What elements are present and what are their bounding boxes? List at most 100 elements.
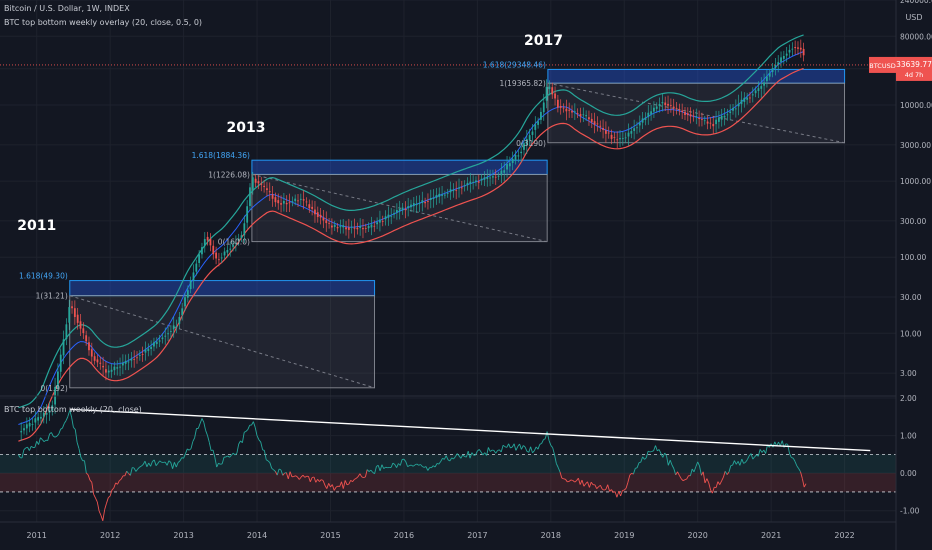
price-candle-body	[404, 209, 407, 211]
price-candle-body	[737, 103, 740, 107]
indicator-line-segment	[486, 447, 489, 456]
price-candle-body	[616, 139, 619, 141]
price-tick-label: 80000.00	[900, 32, 932, 41]
indicator-line-segment	[480, 451, 484, 456]
symbol-badge-text: BTCUSD	[869, 62, 895, 70]
price-candle-body	[669, 105, 672, 107]
price-candle-body	[715, 119, 717, 125]
price-candle-body	[681, 110, 684, 113]
indicator-line-segment	[601, 488, 605, 491]
indicator-line-segment	[416, 463, 419, 466]
price-candle-body	[393, 213, 395, 215]
indicator-line-segment	[225, 455, 228, 458]
price-candle-body	[379, 219, 381, 223]
indicator-line-segment	[43, 439, 47, 443]
indicator-line-segment	[616, 491, 620, 498]
price-candle-body	[381, 220, 384, 222]
indicator-line-segment	[256, 435, 260, 440]
indicator-line-segment	[80, 456, 84, 461]
indicator-line-segment	[148, 462, 151, 467]
symbol-title[interactable]: Bitcoin / U.S. Dollar, 1W, INDEX	[4, 4, 130, 13]
indicator-line-segment	[262, 449, 265, 451]
price-candle-body	[93, 356, 96, 361]
price-candle-body	[418, 203, 421, 205]
indicator-line-segment	[504, 446, 507, 448]
price-candle-body	[215, 252, 217, 259]
price-candle-body	[503, 170, 506, 173]
indicator-line-segment	[579, 479, 583, 485]
price-candle-body	[588, 117, 590, 120]
indicator-line-segment	[552, 447, 555, 455]
price-candle-body	[480, 178, 483, 181]
price-candle-body	[226, 249, 229, 253]
price-candle-body	[328, 222, 330, 224]
price-candle-body	[449, 189, 452, 193]
indicator-line-segment	[673, 468, 677, 476]
indicator-line-segment	[800, 471, 803, 479]
price-candle-body	[51, 405, 54, 411]
indicator-pane[interactable]	[0, 408, 896, 521]
price-candle-body	[395, 210, 398, 213]
indicator-line-segment	[772, 441, 776, 448]
indicator-line-segment	[392, 462, 396, 465]
price-candle-body	[568, 109, 571, 111]
price-candle-body	[246, 206, 249, 223]
indicator-line-segment	[214, 457, 218, 468]
price-candle-body	[757, 88, 760, 91]
fib-extension-zone	[547, 68, 846, 84]
indicator-line-segment	[383, 466, 386, 469]
indicator-line-segment	[803, 483, 807, 488]
price-candle-body	[339, 226, 342, 228]
price-candle-body	[184, 297, 186, 307]
indicator-line-segment	[144, 460, 148, 467]
price-pane[interactable]	[0, 34, 896, 442]
indicator-line-segment	[326, 483, 330, 489]
overlay-indicator-title[interactable]: BTC top bottom weekly overlay (20, close…	[4, 18, 203, 27]
price-candle-body	[232, 244, 234, 247]
price-candle-body	[528, 135, 531, 140]
price-candle-body	[127, 361, 130, 363]
indicator-line-segment	[706, 478, 710, 483]
indicator-line-segment	[779, 440, 783, 447]
indicator-line-segment	[355, 476, 359, 479]
indicator-line-segment	[170, 462, 174, 469]
price-candle-body	[305, 201, 308, 203]
indicator-line-segment	[302, 474, 306, 478]
price-candle-body	[376, 222, 378, 225]
price-candle-body	[619, 138, 621, 140]
indicator-line-segment	[197, 423, 201, 429]
indicator-line-segment	[460, 454, 464, 459]
indicator-line-segment	[274, 471, 278, 476]
price-candle-body	[316, 212, 319, 218]
cycle-label: 2017	[524, 33, 563, 49]
price-candle-body	[302, 199, 305, 201]
indicator-line-segment	[342, 480, 346, 489]
price-candle-body	[782, 55, 785, 59]
indicator-line-segment	[557, 467, 561, 473]
indicator-line-segment	[508, 443, 511, 449]
indicator-title[interactable]: BTC top bottom weekly (20, close)	[4, 405, 142, 414]
indicator-line-segment	[135, 468, 139, 472]
indicator-line-segment	[133, 467, 137, 472]
indicator-line-segment	[699, 465, 702, 476]
indicator-line-segment	[741, 458, 745, 464]
indicator-line-segment	[117, 480, 120, 485]
price-candle-body	[201, 247, 203, 255]
price-candle-body	[251, 177, 254, 190]
price-candle-body	[119, 366, 121, 368]
price-candle-body	[692, 115, 695, 117]
price-candle-body	[466, 182, 469, 186]
indicator-line-segment	[385, 466, 388, 469]
indicator-line-segment	[487, 447, 491, 452]
indicator-line-segment	[317, 479, 320, 482]
indicator-line-segment	[420, 464, 423, 467]
price-candle-body	[322, 217, 325, 221]
indicator-line-segment	[721, 477, 724, 482]
indicator-line-segment	[405, 461, 409, 467]
indicator-line-segment	[625, 482, 629, 489]
price-candle-body	[415, 203, 418, 206]
indicator-line-segment	[370, 469, 374, 473]
price-candle-body	[342, 225, 345, 228]
indicator-line-segment	[533, 446, 537, 451]
